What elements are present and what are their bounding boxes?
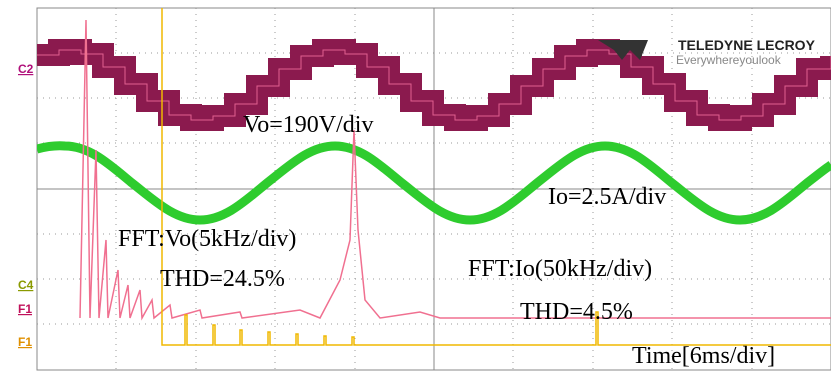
logo-brand: TELEDYNE LECROY [678, 37, 816, 53]
annotation: THD=24.5% [160, 266, 285, 292]
annotation: FFT:Io(50kHz/div) [468, 256, 652, 282]
scope-screenshot: TELEDYNE LECROY Everywhereyoulook C2 C4 … [0, 0, 831, 376]
channel-label: C4 [18, 278, 34, 292]
channel-label: F1 [18, 302, 32, 316]
annotation: FFT:Vo(5kHz/div) [118, 226, 296, 252]
channel-label: F1 [18, 335, 32, 349]
annotation: THD=4.5% [520, 299, 633, 325]
annotation: Time[6ms/div] [632, 343, 775, 369]
logo-tagline: Everywhereyoulook [676, 53, 782, 67]
annotation: Vo=190V/div [243, 112, 373, 138]
annotation: Io=2.5A/div [548, 184, 666, 210]
channel-label: C2 [18, 62, 34, 76]
